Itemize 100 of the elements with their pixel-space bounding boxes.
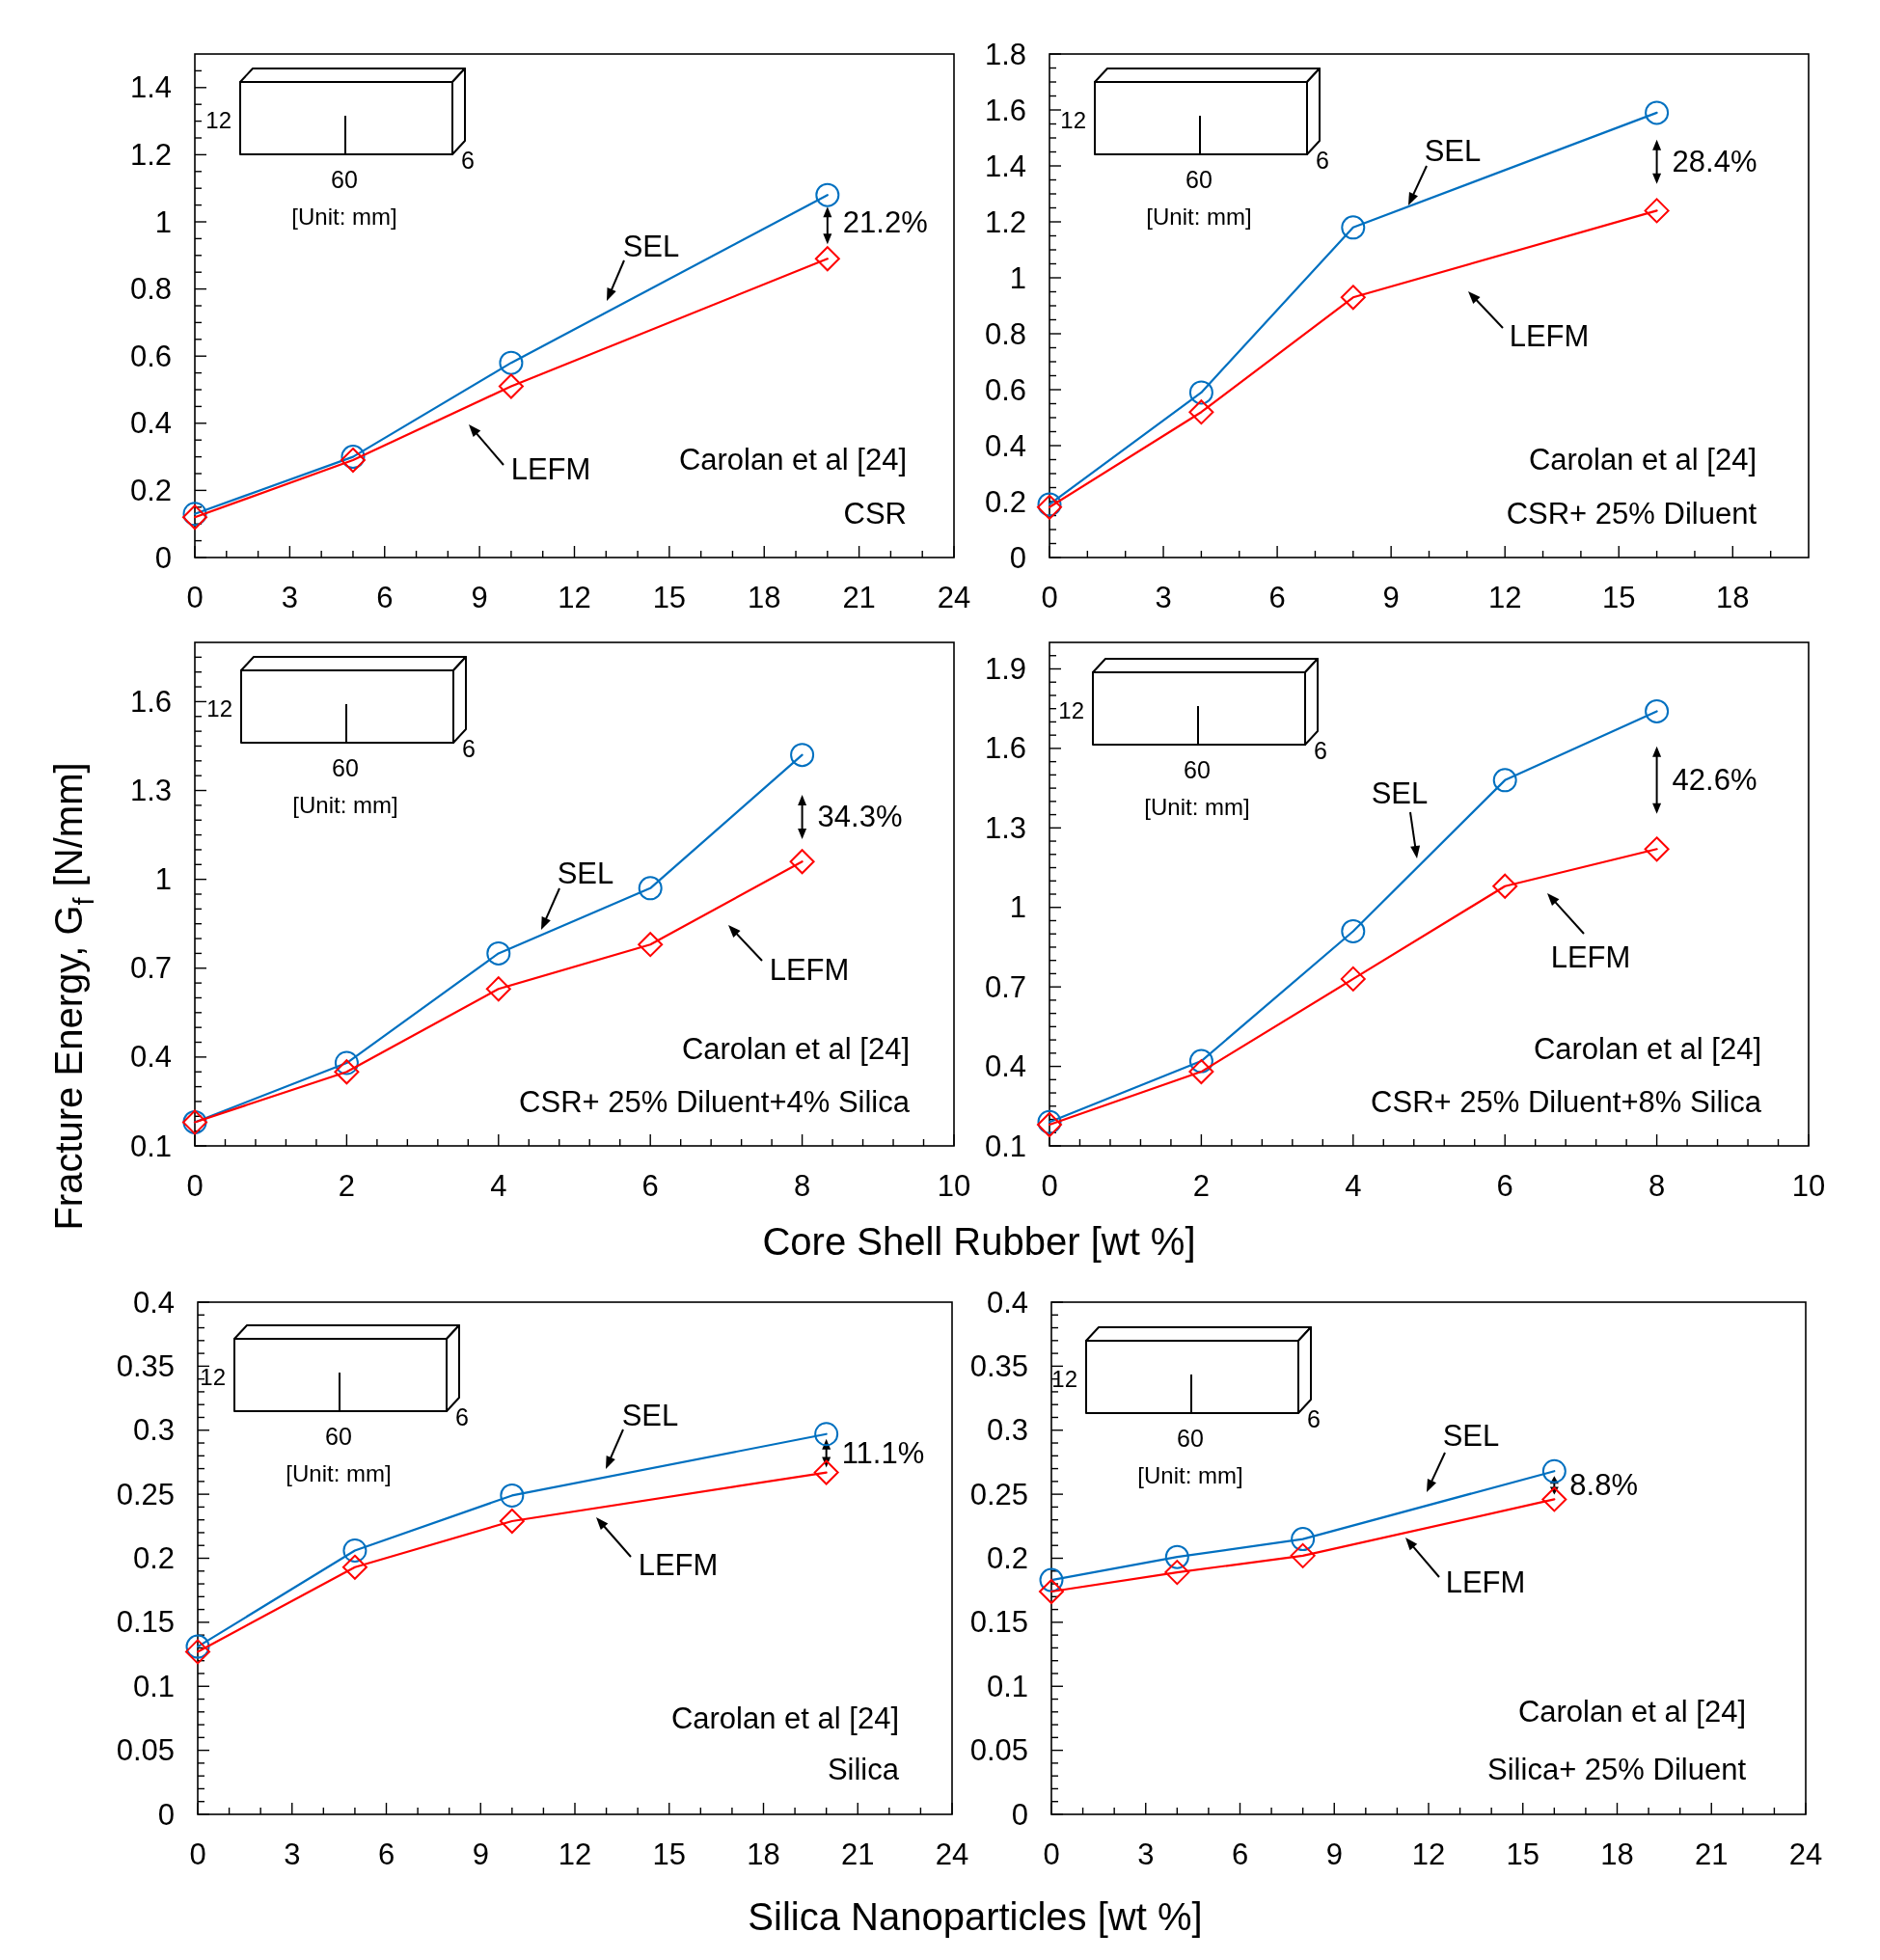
y-tick-label: 0.2 bbox=[986, 1541, 1028, 1575]
y-tick-label: 0.05 bbox=[969, 1733, 1028, 1768]
point bbox=[1290, 1542, 1316, 1568]
y-tick-label: 1.9 bbox=[984, 651, 1026, 686]
point bbox=[1341, 918, 1366, 943]
x-tick-label: 2 bbox=[1192, 1168, 1211, 1203]
y-tick-label: 0.4 bbox=[984, 428, 1026, 463]
point bbox=[1188, 1048, 1213, 1074]
x-tick-label: 6 bbox=[1268, 580, 1286, 614]
y-tick-label: 0.15 bbox=[116, 1605, 175, 1640]
x-tick-label: 12 bbox=[558, 1837, 592, 1871]
y-tick-label: 0.8 bbox=[129, 272, 172, 307]
x-tick-label: 12 bbox=[1487, 580, 1522, 614]
y-tick-label: 0.7 bbox=[129, 951, 172, 986]
annotation: [Unit: mm] bbox=[1144, 793, 1250, 820]
annotation: CSR+ 25% Diluent bbox=[1506, 496, 1757, 531]
y-tick-label: 1.4 bbox=[984, 149, 1026, 183]
y-tick-label: 0.2 bbox=[129, 473, 172, 507]
y-tick-label: 0.35 bbox=[116, 1348, 175, 1383]
annotation: CSR+ 25% Diluent+8% Silica bbox=[1371, 1084, 1762, 1119]
annotation: 12 bbox=[200, 1363, 226, 1390]
point bbox=[334, 1050, 359, 1075]
point bbox=[499, 350, 524, 375]
y-tick-label: 0.1 bbox=[132, 1669, 175, 1703]
point bbox=[499, 1509, 525, 1534]
x-tick-label: 3 bbox=[1155, 580, 1172, 614]
x-tick-label: 12 bbox=[558, 580, 591, 614]
y-tick-label: 0.3 bbox=[132, 1413, 175, 1448]
y-tick-label: 1 bbox=[1009, 260, 1026, 295]
y-tick-label: 1.3 bbox=[984, 810, 1026, 845]
x-axis-title: Silica Nanoparticles [wt %] bbox=[748, 1895, 1203, 1938]
point bbox=[1645, 698, 1670, 723]
x-tick-label: 0 bbox=[186, 1168, 204, 1203]
annotation: 6 bbox=[462, 735, 476, 762]
x-tick-label: 0 bbox=[189, 1837, 206, 1871]
point bbox=[1164, 1544, 1189, 1569]
x-tick-label: 18 bbox=[1600, 1837, 1634, 1871]
y-tick-label: 0.1 bbox=[984, 1129, 1026, 1163]
y-tick-label: 1 bbox=[154, 204, 172, 239]
x-tick-label: 9 bbox=[1382, 580, 1400, 614]
annotation: 12 bbox=[1060, 106, 1086, 133]
x-tick-label: 15 bbox=[652, 1837, 686, 1871]
point bbox=[341, 1554, 368, 1580]
y-tick-label: 0.6 bbox=[984, 372, 1026, 407]
series-label: LEFM bbox=[510, 451, 591, 486]
annotation: Carolan et al [24] bbox=[1533, 1031, 1761, 1066]
point bbox=[1492, 768, 1517, 793]
text: LEFM bbox=[1509, 318, 1590, 353]
y-tick-label: 0.05 bbox=[116, 1733, 175, 1768]
x-tick-label: 0 bbox=[1041, 580, 1058, 614]
series-label: SEL bbox=[622, 229, 680, 263]
point bbox=[1341, 215, 1366, 240]
y-tick-label: 0.25 bbox=[969, 1477, 1028, 1511]
annotation: 6 bbox=[461, 147, 475, 174]
x-tick-label: 0 bbox=[1041, 1168, 1058, 1203]
x-tick-label: 9 bbox=[1325, 1837, 1343, 1871]
annotation: 60 bbox=[1184, 756, 1211, 783]
point bbox=[1039, 1579, 1064, 1605]
x-tick-label: 24 bbox=[935, 1837, 969, 1871]
x-tick-label: 18 bbox=[1716, 580, 1750, 614]
annotation: [Unit: mm] bbox=[1146, 203, 1252, 230]
x-tick-label: 4 bbox=[490, 1168, 507, 1203]
y-tick-label: 0.2 bbox=[984, 484, 1026, 519]
point bbox=[1340, 285, 1366, 311]
x-tick-label: 8 bbox=[793, 1168, 811, 1203]
x-tick-label: 0 bbox=[1043, 1837, 1060, 1871]
annotation: 6 bbox=[455, 1403, 469, 1430]
y-tick-label: 1.2 bbox=[129, 137, 172, 172]
y-tick-label: 0.1 bbox=[129, 1129, 172, 1163]
annotation: CSR+ 25% Diluent+4% Silica bbox=[519, 1084, 911, 1119]
point bbox=[790, 743, 815, 768]
point bbox=[1644, 836, 1670, 862]
point bbox=[1188, 380, 1213, 405]
point bbox=[1188, 399, 1214, 425]
annotation: Silica+ 25% Diluent bbox=[1487, 1752, 1747, 1786]
x-tick-label: 3 bbox=[281, 580, 298, 614]
annotation: 12 bbox=[205, 106, 232, 133]
point bbox=[1541, 1486, 1567, 1512]
y-tick-label: 0.4 bbox=[129, 1040, 172, 1075]
annotation: 60 bbox=[331, 166, 358, 193]
annotation: [Unit: mm] bbox=[291, 203, 397, 230]
point bbox=[1164, 1560, 1190, 1586]
point bbox=[1645, 100, 1670, 125]
point bbox=[185, 1639, 210, 1665]
y-tick-label: 1.6 bbox=[129, 684, 172, 719]
point bbox=[1541, 1458, 1567, 1484]
y-tick-label: 0.2 bbox=[132, 1541, 175, 1575]
x-tick-label: 6 bbox=[377, 1837, 395, 1871]
x-tick-label: 0 bbox=[186, 580, 204, 614]
text: LEFM bbox=[769, 952, 850, 987]
y-tick-label: 1 bbox=[154, 862, 172, 897]
point bbox=[185, 1634, 210, 1659]
series-label: SEL bbox=[1371, 776, 1429, 810]
x-tick-label: 6 bbox=[1496, 1168, 1513, 1203]
annotation: 60 bbox=[332, 754, 359, 781]
y-tick-label: 1 bbox=[1009, 890, 1026, 925]
x-tick-label: 2 bbox=[338, 1168, 356, 1203]
annotation: 60 bbox=[1185, 166, 1212, 193]
point bbox=[1492, 873, 1518, 899]
y-tick-label: 0.6 bbox=[129, 339, 172, 373]
